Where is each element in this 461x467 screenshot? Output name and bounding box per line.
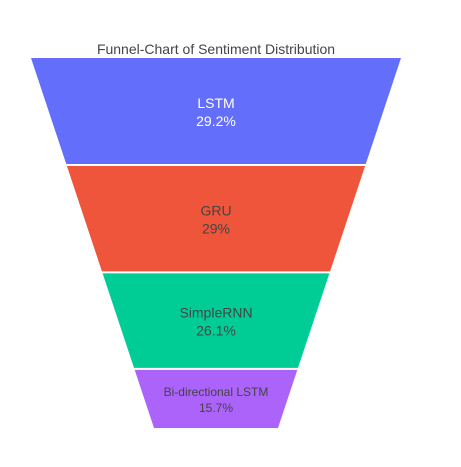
segment-value-label: 26.1% (196, 323, 236, 339)
segment-label: LSTM (197, 95, 234, 111)
segment-label: GRU (200, 203, 231, 219)
funnel-segment-gru[interactable] (66, 166, 366, 272)
segment-label: Bi-directional LSTM (164, 385, 269, 399)
funnel-segment-lstm[interactable] (31, 58, 401, 165)
segment-value-label: 15.7% (199, 401, 233, 415)
segment-label: SimpleRNN (179, 305, 252, 321)
chart-title: Funnel-Chart of Sentiment Distribution (97, 41, 335, 57)
segment-value-label: 29.2% (196, 113, 236, 129)
segment-value-label: 29% (202, 221, 230, 237)
funnel-segment-simplernn[interactable] (102, 273, 330, 368)
funnel-segments: LSTM 29.2% GRU 29% SimpleRNN 26.1% Bi-directio… (31, 58, 401, 428)
funnel-segment-bi-directional-lstm[interactable] (134, 369, 298, 428)
